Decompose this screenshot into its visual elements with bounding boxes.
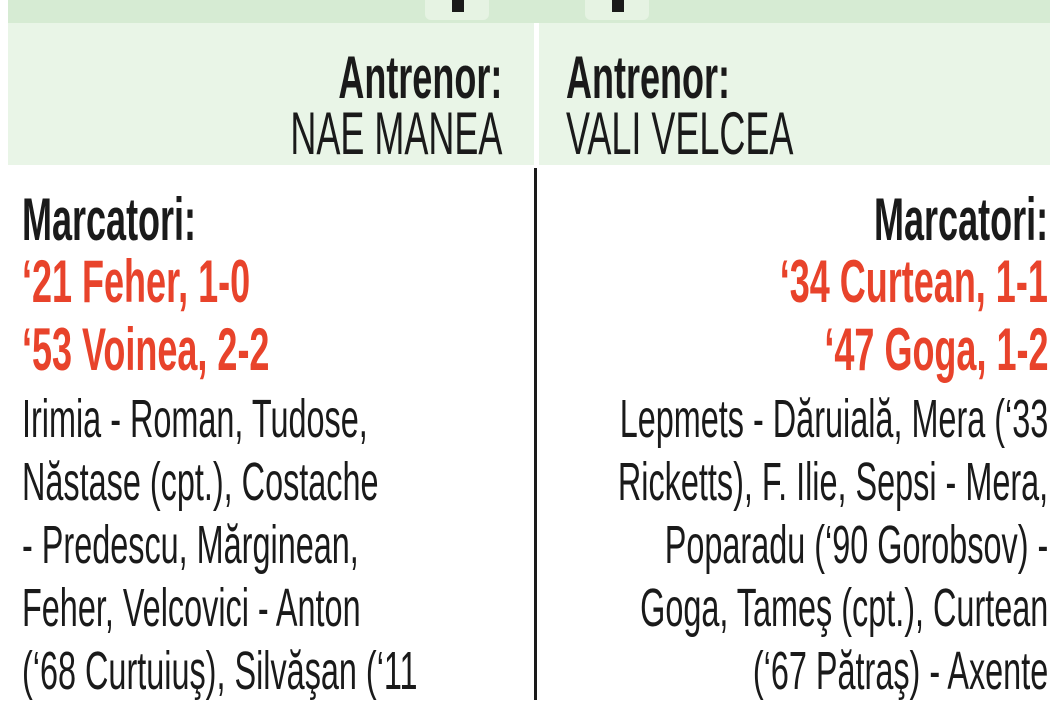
away-scorer: ‘47 Goga, 1-2: [823, 316, 1048, 383]
home-scorer: ‘21 Feher, 1-0: [22, 248, 251, 315]
header-band: [8, 0, 1050, 23]
home-scorer: ‘53 Voinea, 2-2: [22, 316, 270, 383]
away-coach-name: VALI VELCEA: [566, 100, 794, 167]
away-lineup-line: Ricketts), F. Ilie, Sepsi - Mera,: [617, 452, 1048, 512]
home-coach-label: Antrenor:: [338, 44, 502, 111]
home-score-box: [425, 0, 489, 20]
away-coach-label: Antrenor:: [566, 44, 730, 111]
home-scorers-label: Marcatori:: [22, 186, 197, 253]
away-lineup-line: Goga, Tameş (cpt.), Curtean: [639, 578, 1048, 638]
away-lineup-line: (‘67 Pătraş) - Axente: [752, 641, 1048, 701]
home-lineup-line: (‘68 Curtuiuş), Silvăşan (‘11: [22, 641, 418, 701]
away-scorer: ‘34 Curtean, 1-1: [779, 248, 1048, 315]
away-lineup-line: Lepmets - Dăruială, Mera (‘33: [619, 389, 1048, 449]
away-score-box: [585, 0, 649, 20]
away-coach-panel: [539, 23, 1050, 165]
home-coach-name: NAE MANEA: [289, 100, 502, 167]
home-lineup-line: Irimia - Roman, Tudose,: [22, 389, 368, 449]
home-lineup-line: Feher, Velcovici - Anton: [22, 578, 361, 638]
home-lineup-line: - Predescu, Mărginean,: [22, 515, 359, 575]
home-lineup-line: Năstase (cpt.), Costache: [22, 452, 379, 512]
home-coach-panel: [8, 23, 534, 165]
away-scorers-label: Marcatori:: [873, 186, 1048, 253]
column-divider: [534, 168, 537, 700]
away-lineup-line: Poparadu (‘90 Gorobsov) -: [664, 515, 1048, 575]
